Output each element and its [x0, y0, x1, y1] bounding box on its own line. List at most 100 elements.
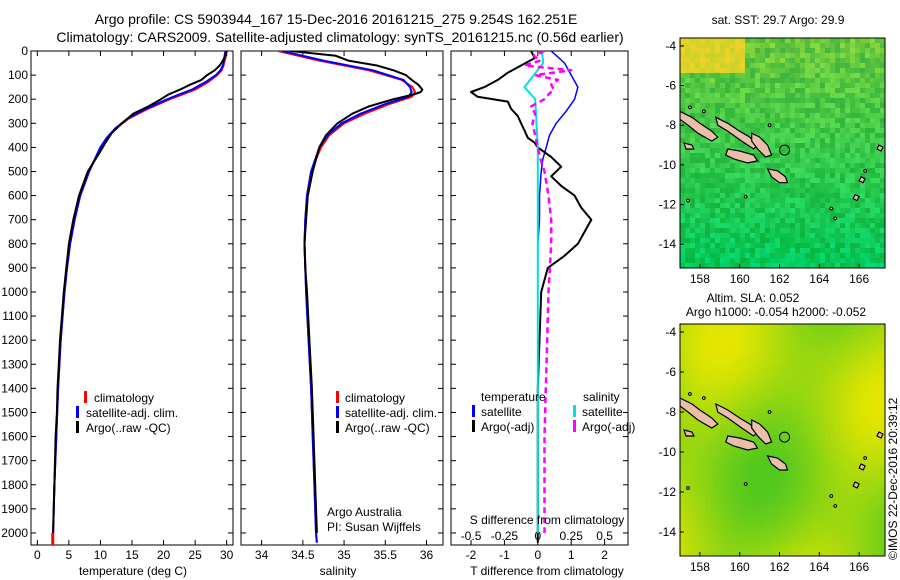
map-cell — [850, 48, 855, 53]
map-cell — [800, 193, 805, 198]
map-cell — [835, 379, 840, 384]
map-cell — [880, 379, 885, 384]
map-cell — [790, 499, 795, 504]
map-cell — [680, 263, 685, 268]
map-cell — [810, 223, 815, 228]
map-cell — [740, 218, 745, 223]
map-cell — [710, 218, 715, 223]
map-cell — [785, 409, 790, 414]
map-cell — [875, 158, 880, 163]
map-cell — [780, 549, 785, 554]
map-cell — [820, 434, 825, 439]
map-cell — [785, 514, 790, 519]
map-cell — [805, 539, 810, 544]
series-line — [52, 51, 228, 534]
map-cell — [875, 389, 880, 394]
map-cell — [700, 504, 705, 509]
map-cell — [820, 424, 825, 429]
map-cell — [720, 98, 725, 103]
map-cell — [710, 409, 715, 414]
map-cell — [820, 248, 825, 253]
map-cell — [820, 238, 825, 243]
map-cell — [795, 404, 800, 409]
map-cell — [715, 163, 720, 168]
map-cell — [725, 369, 730, 374]
map-cell — [810, 419, 815, 424]
temperature-profile-panel: 0100200300400500600700800900100011001200… — [1, 44, 233, 578]
map-cell — [735, 143, 740, 148]
map-cell — [700, 484, 705, 489]
map-cell — [805, 58, 810, 63]
map-cell — [725, 509, 730, 514]
map-cell — [830, 369, 835, 374]
map-cell — [840, 233, 845, 238]
map-cell — [750, 223, 755, 228]
map-cell — [740, 474, 745, 479]
temperature-x-axis: 0 5 10 15 20 25 30 — [34, 51, 234, 562]
map-cell — [815, 524, 820, 529]
map-cell — [795, 143, 800, 148]
x-tick-label: 34 — [255, 548, 269, 562]
map-cell — [865, 339, 870, 344]
map-cell — [780, 394, 785, 399]
map-cell — [855, 324, 860, 329]
map-cell — [760, 554, 765, 556]
legend-argo: Argo(..raw -QC) — [345, 421, 430, 435]
map-cell — [795, 198, 800, 203]
map-cell — [825, 389, 830, 394]
map-cell — [770, 354, 775, 359]
map-cell — [860, 98, 865, 103]
map-cell — [835, 384, 840, 389]
map-cell — [695, 83, 700, 88]
map-cell — [855, 163, 860, 168]
map-cell — [855, 83, 860, 88]
map-cell — [775, 479, 780, 484]
map-cell — [755, 494, 760, 499]
map-cell — [740, 394, 745, 399]
map-cell — [770, 449, 775, 454]
island-shape — [876, 144, 884, 152]
map-cell — [735, 78, 740, 83]
map-cell — [855, 53, 860, 58]
map-cell — [805, 519, 810, 524]
map-cell — [865, 163, 870, 168]
difference-depth-ticks — [451, 50, 628, 534]
map-cell — [820, 173, 825, 178]
depth-tick-label: 700 — [8, 213, 28, 227]
map-cell — [830, 359, 835, 364]
map-cell — [720, 43, 725, 48]
map-cell — [765, 258, 770, 263]
map-cell — [835, 228, 840, 233]
map-cell — [775, 444, 780, 449]
map-cell — [870, 138, 875, 143]
map-cell — [765, 163, 770, 168]
map-cell — [750, 93, 755, 98]
map-cell — [790, 354, 795, 359]
map-cell — [715, 143, 720, 148]
map-cell — [745, 123, 750, 128]
map-cell — [690, 424, 695, 429]
map-cell — [745, 228, 750, 233]
map-cell — [680, 183, 685, 188]
map-cell — [850, 469, 855, 474]
map-cell — [735, 93, 740, 98]
map-cell — [695, 469, 700, 474]
map-cell — [705, 163, 710, 168]
map-cell — [785, 178, 790, 183]
map-cell — [805, 108, 810, 113]
map-cell — [770, 479, 775, 484]
map-cell — [730, 233, 735, 238]
map-cell — [700, 404, 705, 409]
series-line — [523, 51, 573, 533]
map-cell — [720, 439, 725, 444]
map-cell — [845, 78, 850, 83]
map-cell — [875, 238, 880, 243]
map-cell — [795, 474, 800, 479]
map-cell — [730, 529, 735, 534]
map-cell — [825, 339, 830, 344]
map-cell — [690, 253, 695, 258]
map-cell — [750, 113, 755, 118]
map-cell — [815, 168, 820, 173]
map-cell — [825, 409, 830, 414]
map-cell — [770, 379, 775, 384]
